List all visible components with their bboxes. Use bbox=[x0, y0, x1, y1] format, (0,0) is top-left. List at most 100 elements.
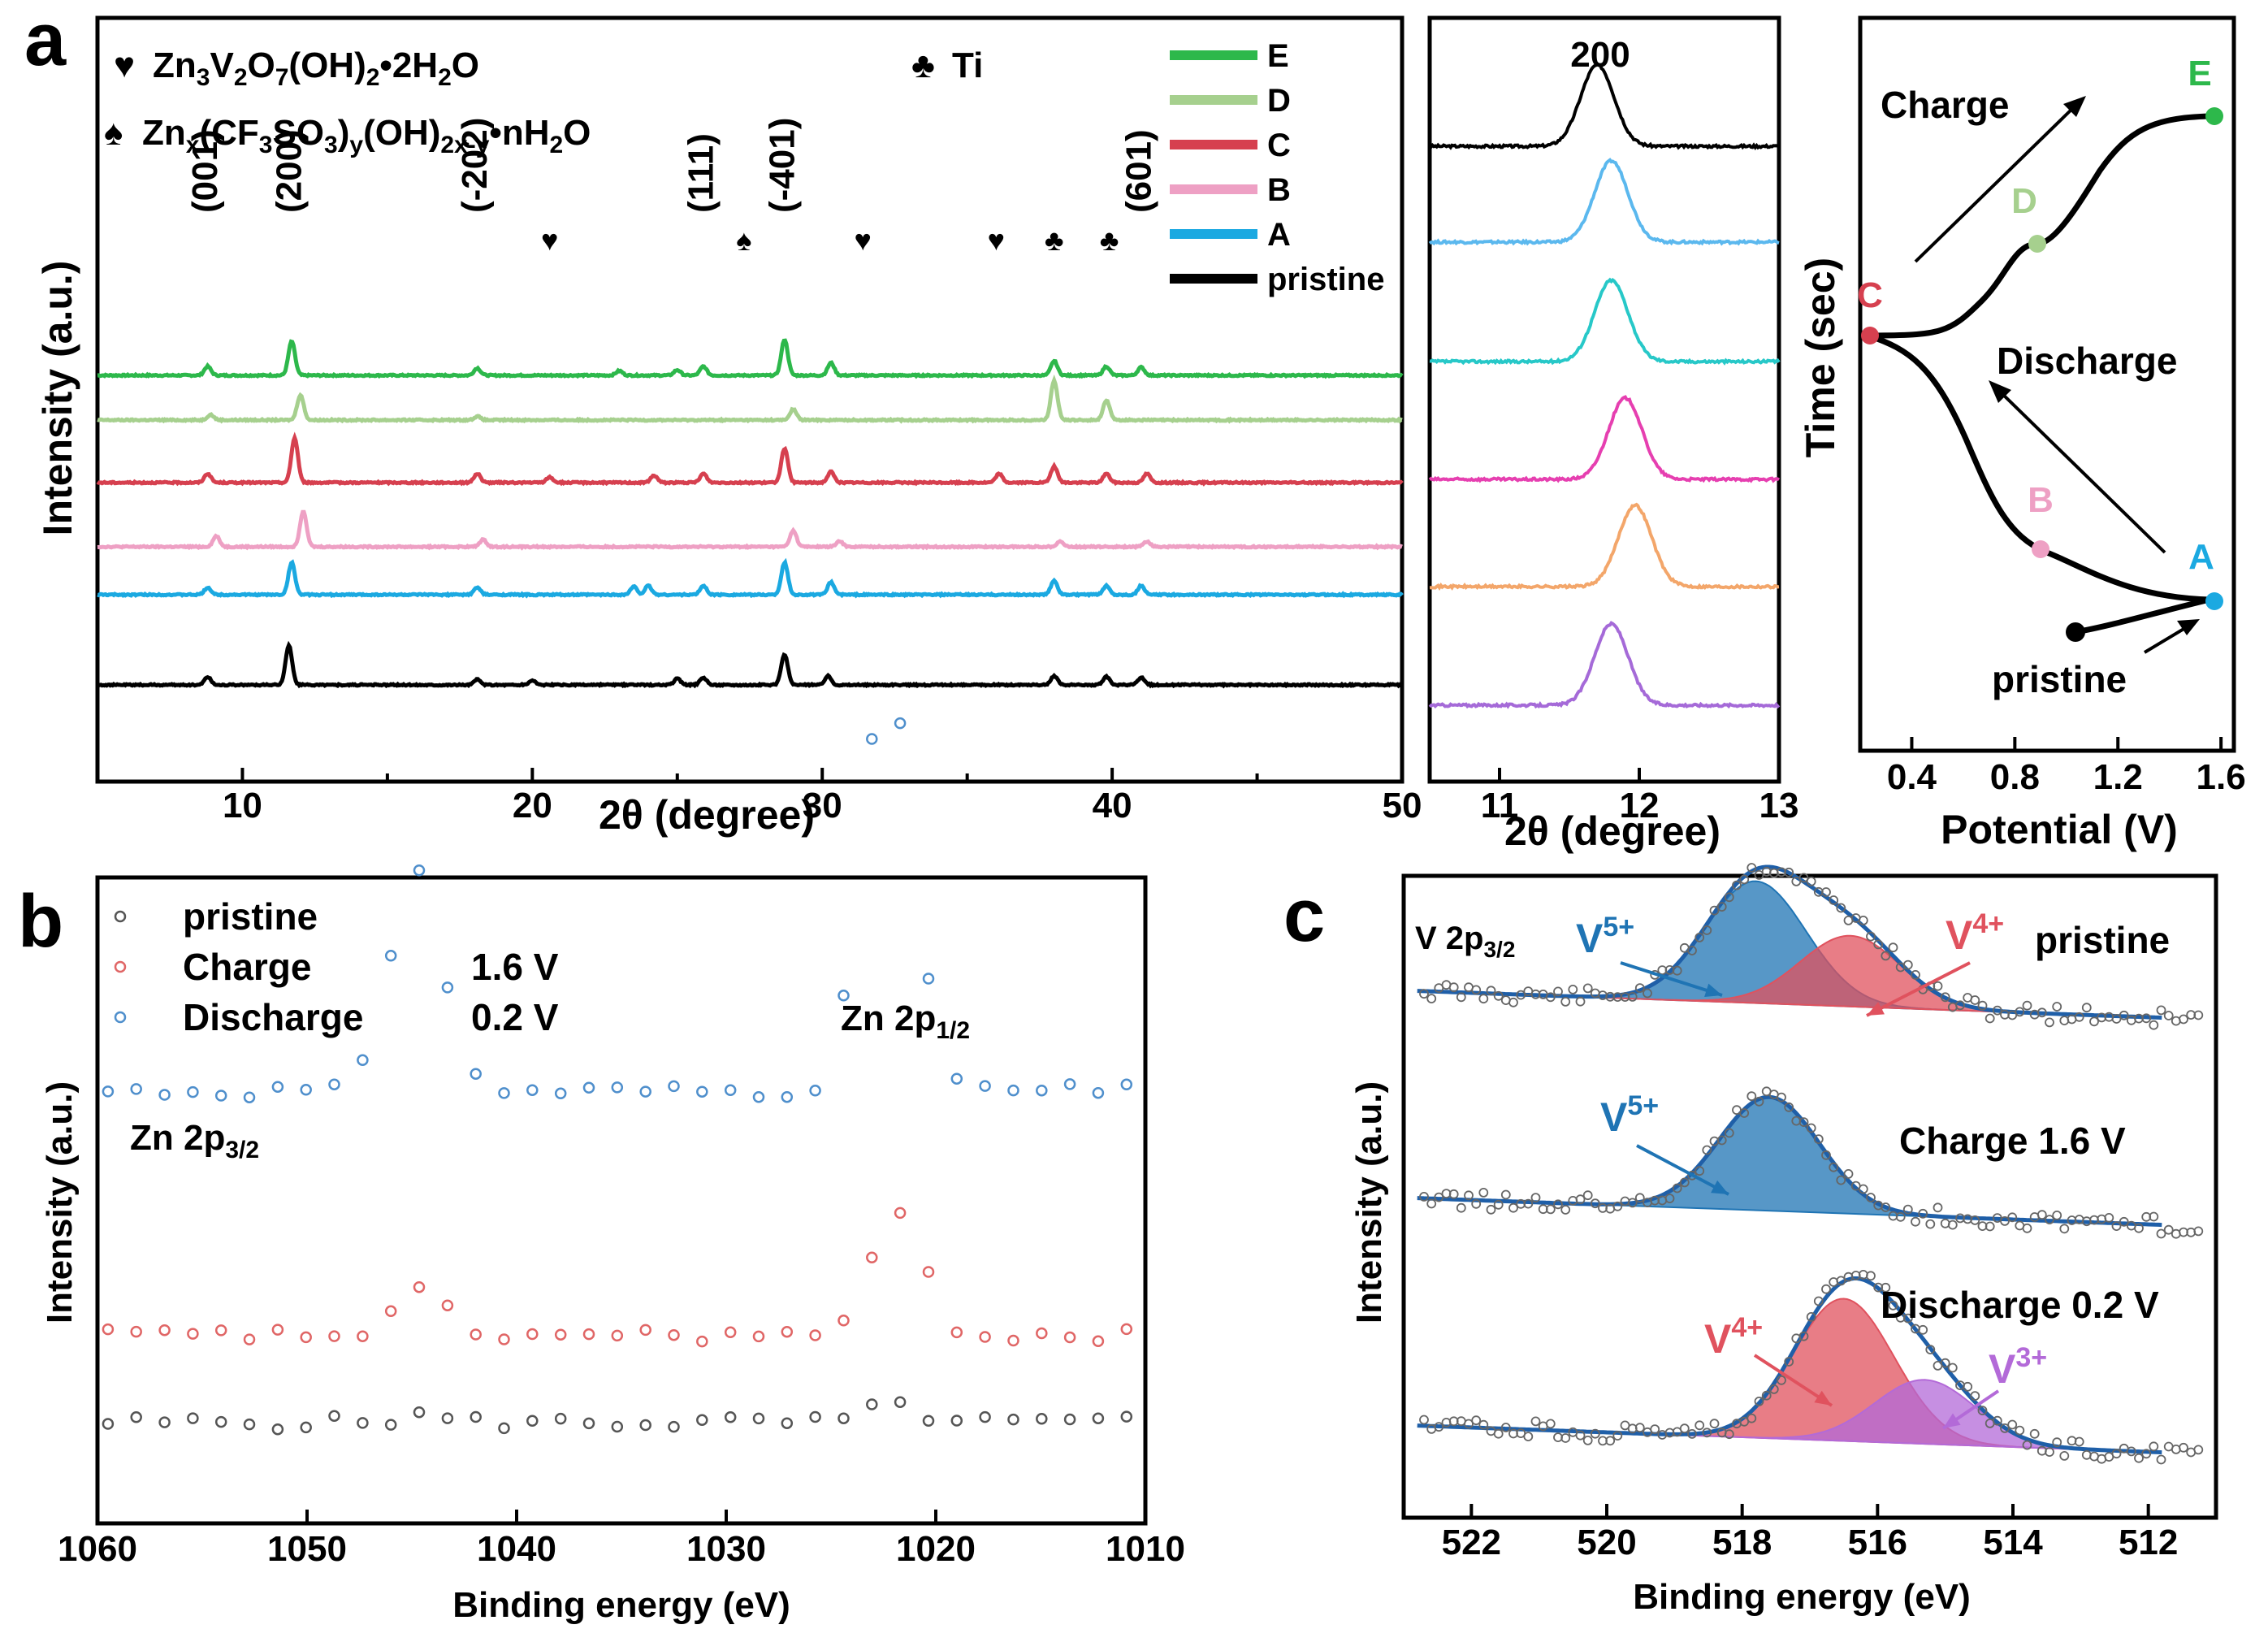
state-point-D bbox=[2028, 235, 2046, 253]
b-zn12-label: Zn 2p1/2 bbox=[841, 999, 970, 1044]
inset-curve bbox=[1428, 395, 1781, 483]
xps-point-pristine bbox=[357, 1417, 369, 1429]
x-tick-label: 1.2 bbox=[2093, 757, 2143, 797]
inset-curve bbox=[1429, 502, 1780, 591]
data-point-charge bbox=[1627, 1198, 1638, 1208]
data-point-pristine bbox=[2149, 1020, 2159, 1030]
xps-point-pristine bbox=[724, 1411, 737, 1423]
data-point-charge bbox=[1634, 1193, 1645, 1203]
state-label-C: C bbox=[1857, 275, 1883, 315]
data-point-pristine bbox=[1866, 931, 1876, 942]
data-point-charge bbox=[1866, 1193, 1876, 1202]
peak-label: (601) bbox=[1119, 129, 1158, 213]
discharge-curve bbox=[1867, 332, 2210, 603]
data-point-charge bbox=[1434, 1192, 1444, 1202]
data-point-discharge bbox=[1650, 1424, 1660, 1434]
xps-point-pristine bbox=[328, 1410, 340, 1422]
data-point-charge bbox=[2119, 1216, 2129, 1227]
ion-label-v4-pristine: V4+ bbox=[1946, 908, 2004, 958]
data-point-discharge bbox=[1754, 1397, 1764, 1406]
xrd-curve-A bbox=[97, 557, 1404, 599]
data-point-charge bbox=[1679, 1177, 1690, 1188]
xps-point-Discharge bbox=[1092, 1086, 1105, 1099]
state-label-E: E bbox=[2188, 54, 2211, 93]
arrow-v5-pristine-head bbox=[1704, 983, 1722, 997]
peak-marker: ♥ bbox=[541, 223, 558, 257]
x-tick-label: 1020 bbox=[896, 1529, 976, 1569]
data-point-charge bbox=[1486, 1204, 1496, 1215]
data-point-charge bbox=[2059, 1224, 2070, 1234]
a-right-xlabel: Potential (V) bbox=[1941, 807, 2178, 852]
x-tick-label: 518 bbox=[1712, 1523, 1772, 1562]
xps-point-Discharge bbox=[696, 1085, 708, 1098]
state-point-A bbox=[2205, 592, 2223, 610]
a-right-ylabel: Time (sec) bbox=[1798, 258, 1843, 457]
xps-point-Charge bbox=[470, 1328, 482, 1341]
data-point-pristine bbox=[1724, 892, 1734, 903]
panel-label-charge: Charge 1.6 V bbox=[1899, 1120, 2126, 1162]
data-point-discharge bbox=[1746, 1413, 1757, 1423]
data-point-discharge bbox=[1724, 1429, 1734, 1440]
data-point-pristine bbox=[1553, 986, 1563, 997]
data-point-pristine bbox=[2081, 1003, 2092, 1013]
data-point-discharge bbox=[1768, 1384, 1779, 1394]
xps-point-Discharge bbox=[809, 1085, 821, 1097]
xps-point-Discharge bbox=[357, 1054, 369, 1067]
panel-label-discharge: Discharge 0.2 V bbox=[1881, 1284, 2159, 1326]
data-point-discharge bbox=[1464, 1419, 1474, 1429]
ion-label-v3-discharge: V3+ bbox=[1989, 1342, 2047, 1392]
data-point-charge bbox=[1754, 1096, 1764, 1107]
x-tick-label: 1.6 bbox=[2197, 757, 2246, 797]
xps-point-Charge bbox=[781, 1325, 794, 1338]
data-point-discharge bbox=[1918, 1324, 1928, 1335]
arrow-v4-pristine-head bbox=[1867, 1002, 1885, 1016]
xps-point-Discharge bbox=[271, 1081, 284, 1093]
data-point-discharge bbox=[2074, 1436, 2084, 1447]
data-point-discharge bbox=[1530, 1416, 1541, 1427]
xrd-curve-pristine bbox=[96, 640, 1404, 689]
data-point-pristine bbox=[2111, 1014, 2122, 1024]
x-tick-label: 1050 bbox=[267, 1529, 347, 1569]
data-point-pristine bbox=[1419, 989, 1429, 999]
peak-marker: ♣ bbox=[1100, 223, 1119, 257]
data-point-pristine bbox=[1977, 1000, 1988, 1011]
arrow-v3-discharge-head bbox=[1943, 1413, 1961, 1428]
x-tick-label: 0.4 bbox=[1887, 757, 1937, 797]
legend-label-Charge: Charge bbox=[183, 946, 311, 988]
xps-point-pristine bbox=[498, 1422, 510, 1435]
xps-point-Charge bbox=[357, 1330, 369, 1342]
data-point-pristine bbox=[1545, 992, 1556, 1003]
data-point-pristine bbox=[1709, 905, 1720, 916]
arrow-v4-pristine bbox=[1866, 961, 1971, 1017]
data-point-discharge bbox=[1582, 1436, 1593, 1445]
data-point-pristine bbox=[2059, 1016, 2070, 1025]
xps-point-pristine bbox=[130, 1411, 142, 1423]
data-point-pristine bbox=[1739, 874, 1750, 885]
data-point-discharge bbox=[1500, 1423, 1511, 1432]
data-point-pristine bbox=[1695, 933, 1705, 942]
data-point-discharge bbox=[1493, 1428, 1504, 1439]
data-point-charge bbox=[1575, 1194, 1586, 1205]
xps-point-Discharge bbox=[639, 1085, 651, 1098]
xps-point-Charge bbox=[639, 1324, 651, 1337]
xps-point-Discharge bbox=[384, 950, 397, 962]
xps-point-Charge bbox=[1120, 1323, 1133, 1336]
data-point-charge bbox=[1702, 1145, 1712, 1155]
xps-point-Discharge bbox=[300, 1084, 312, 1096]
inset-curve bbox=[1428, 621, 1781, 709]
data-point-pristine bbox=[1516, 990, 1526, 1000]
xps-point-Discharge bbox=[187, 1085, 199, 1098]
xps-point-Discharge bbox=[328, 1078, 340, 1090]
data-point-pristine bbox=[1672, 965, 1682, 976]
data-point-discharge bbox=[1902, 1313, 1913, 1324]
xps-point-pristine bbox=[441, 1412, 454, 1424]
data-point-discharge bbox=[1679, 1423, 1690, 1434]
data-point-pristine bbox=[2163, 1011, 2174, 1020]
data-point-charge bbox=[2000, 1216, 2010, 1226]
data-point-pristine bbox=[1992, 1005, 2002, 1016]
xps-point-pristine bbox=[611, 1420, 624, 1433]
data-point-discharge bbox=[2149, 1441, 2159, 1452]
x-tick-label: 522 bbox=[1442, 1523, 1501, 1562]
xps-point-pristine bbox=[554, 1412, 567, 1425]
data-point-charge bbox=[1464, 1190, 1474, 1201]
